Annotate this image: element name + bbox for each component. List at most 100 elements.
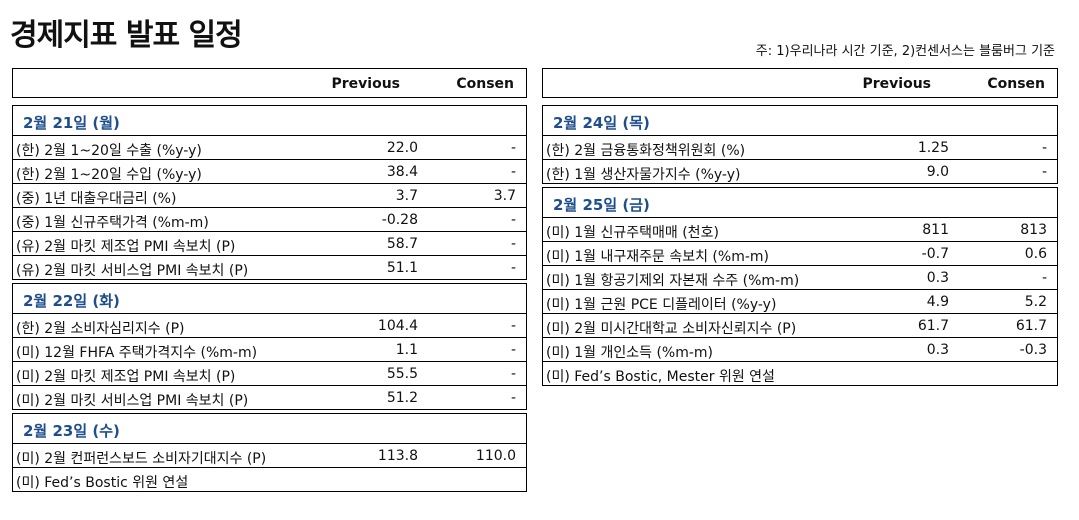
column-header: Previous Consen xyxy=(542,68,1058,98)
day-section: 2월 24일 (목) (한) 2월 금융통화정책위원회 (%) 1.25- (한) 1… xyxy=(542,105,1058,184)
indicator-label: (한) 2월 1~20일 수출 (%y-y) xyxy=(16,143,202,159)
indicator-row: (중) 1년 대출우대금리 (%) 3.7 3.7 xyxy=(13,184,526,208)
consensus-value: 3.7 xyxy=(493,188,516,204)
previous-value: 51.2 xyxy=(386,390,418,406)
previous-value: 55.5 xyxy=(386,366,418,382)
indicator-label: (미) 1월 근원 PCE 디플레이터 (%y-y) xyxy=(546,297,777,313)
consensus-value: - xyxy=(510,236,516,252)
day-date: 2월 21일 (월) xyxy=(13,106,526,136)
indicator-label: (미) 2월 마킷 제조업 PMI 속보치 (P) xyxy=(16,369,236,385)
indicator-row: (미) 2월 마킷 서비스업 PMI 속보치 (P) 51.2 - xyxy=(13,386,526,410)
previous-value: 4.9 xyxy=(926,294,949,310)
previous-value: 0.3 xyxy=(926,270,949,286)
indicator-row: (한) 2월 금융통화정책위원회 (%) 1.25 - xyxy=(543,136,1057,160)
consensus-value: - xyxy=(510,212,516,228)
consensus-value: 61.7 xyxy=(1015,318,1047,334)
previous-value: -0.28 xyxy=(381,212,418,228)
indicator-row: (미) 1월 신규주택매매 (천호) 811 813 xyxy=(543,218,1057,242)
consensus-value: - xyxy=(510,390,516,406)
consensus-value: - xyxy=(510,318,516,334)
indicator-row: (한) 2월 소비자심리지수 (P) 104.4 - xyxy=(13,314,526,338)
day-date: 2월 23일 (수) xyxy=(13,414,526,444)
indicator-label: (미) 2월 미시간대학교 소비자신뢰지수 (P) xyxy=(546,321,797,337)
indicator-label: (미) 1월 신규주택매매 (천호) xyxy=(546,225,719,241)
previous-value: -0.7 xyxy=(921,246,949,262)
indicator-row: (미) 1월 근원 PCE 디플레이터 (%y-y) 4.9 5.2 xyxy=(543,290,1057,314)
indicator-label: (한) 1월 생산자물가지수 (%y-y) xyxy=(546,167,741,183)
previous-value: 38.4 xyxy=(386,164,418,180)
indicator-label: (미) Fed’s Bostic 위원 연설 xyxy=(16,475,189,491)
consensus-value: 813 xyxy=(1020,222,1047,238)
right-schedule: Previous Consen 2월 24일 (목) (한) 2월 금융통화정책위… xyxy=(542,68,1058,389)
day-date: 2월 22일 (화) xyxy=(13,284,526,314)
consensus-value: - xyxy=(510,366,516,382)
previous-value: 1.1 xyxy=(395,342,418,358)
indicator-row: (미) 2월 컨퍼런스보드 소비자기대지수 (P) 113.8 110.0 xyxy=(13,444,526,468)
previous-value: 58.7 xyxy=(386,236,418,252)
day-list: 2월 24일 (목) (한) 2월 금융통화정책위원회 (%) 1.25- (한) 1… xyxy=(542,105,1058,386)
day-section: 2월 23일 (수) (미) 2월 컨퍼런스보드 소비자기대지수 (P) 113.8… xyxy=(12,413,527,492)
consensus-value: 0.6 xyxy=(1024,246,1047,262)
indicator-label: (유) 2월 마킷 서비스업 PMI 속보치 (P) xyxy=(16,263,249,279)
indicator-label: (한) 2월 1~20일 수입 (%y-y) xyxy=(16,167,202,183)
indicator-row: (중) 1월 신규주택가격 (%m-m) -0.28 - xyxy=(13,208,526,232)
consensus-value: - xyxy=(510,342,516,358)
previous-value: 1.25 xyxy=(917,140,949,156)
consensus-value: - xyxy=(510,140,516,156)
consensus-value: 5.2 xyxy=(1024,294,1047,310)
indicator-row: (미) 1월 항공기제외 자본재 수주 (%m-m) 0.3 - xyxy=(543,266,1057,290)
indicator-label: (미) 1월 항공기제외 자본재 수주 (%m-m) xyxy=(546,273,800,289)
indicator-label: (미) 1월 내구재주문 속보치 (%m-m) xyxy=(546,249,769,265)
header-consensus: Consen xyxy=(987,76,1045,92)
indicator-label: (유) 2월 마킷 제조업 PMI 속보치 (P) xyxy=(16,239,236,255)
day-section: 2월 22일 (화) (한) 2월 소비자심리지수 (P) 104.4- (미) 12… xyxy=(12,283,527,410)
indicator-label: (미) 2월 마킷 서비스업 PMI 속보치 (P) xyxy=(16,393,249,409)
consensus-value: - xyxy=(1041,140,1047,156)
column-header: Previous Consen xyxy=(12,68,527,98)
consensus-value: 110.0 xyxy=(475,448,516,464)
indicator-row: (한) 2월 1~20일 수입 (%y-y) 38.4 - xyxy=(13,160,526,184)
footnote: 주: 1)우리나라 시간 기준, 2)컨센서스는 블룸버그 기준 xyxy=(755,44,1055,59)
indicator-row: (미) Fed’s Bostic 위원 연설 xyxy=(13,468,526,492)
previous-value: 104.4 xyxy=(377,318,418,334)
consensus-value: - xyxy=(1041,164,1047,180)
consensus-value: -0.3 xyxy=(1019,342,1047,358)
indicator-label: (미) 1월 개인소득 (%m-m) xyxy=(546,345,714,361)
day-date: 2월 25일 (금) xyxy=(543,188,1057,218)
previous-value: 61.7 xyxy=(917,318,949,334)
page-title: 경제지표 발표 일정 xyxy=(10,18,243,53)
indicator-label: (미) Fed’s Bostic, Mester 위원 연설 xyxy=(546,369,775,385)
indicator-label: (한) 2월 소비자심리지수 (P) xyxy=(16,321,185,337)
day-section: 2월 25일 (금) (미) 1월 신규주택매매 (천호) 811 813 (미) 1월… xyxy=(542,187,1058,386)
previous-value: 51.1 xyxy=(386,260,418,276)
indicator-row: (미) 2월 미시간대학교 소비자신뢰지수 (P) 61.7 61.7 xyxy=(543,314,1057,338)
header-consensus: Consen xyxy=(456,76,514,92)
indicator-row: (유) 2월 마킷 제조업 PMI 속보치 (P) 58.7 - xyxy=(13,232,526,256)
left-schedule: Previous Consen 2월 21일 (월) (한) 2월 1~20일 수… xyxy=(12,68,527,495)
previous-value: 22.0 xyxy=(386,140,418,156)
indicator-row: (미) 12월 FHFA 주택가격지수 (%m-m) 1.1 - xyxy=(13,338,526,362)
indicator-row: (미) 1월 개인소득 (%m-m) 0.3 -0.3 xyxy=(543,338,1057,362)
indicator-row: (미) 1월 내구재주문 속보치 (%m-m) -0.7 0.6 xyxy=(543,242,1057,266)
indicator-label: (한) 2월 금융통화정책위원회 (%) xyxy=(546,143,746,159)
day-section: 2월 21일 (월) (한) 2월 1~20일 수출 (%y-y) 22.0- (한)… xyxy=(12,105,527,280)
consensus-value: - xyxy=(1041,270,1047,286)
previous-value: 9.0 xyxy=(926,164,949,180)
day-list: 2월 21일 (월) (한) 2월 1~20일 수출 (%y-y) 22.0- (한)… xyxy=(12,105,527,492)
previous-value: 113.8 xyxy=(377,448,418,464)
indicator-row: (한) 1월 생산자물가지수 (%y-y) 9.0 - xyxy=(543,160,1057,184)
indicator-label: (중) 1년 대출우대금리 (%) xyxy=(16,191,177,207)
header-previous: Previous xyxy=(331,76,400,92)
indicator-label: (미) 12월 FHFA 주택가격지수 (%m-m) xyxy=(16,345,258,361)
previous-value: 3.7 xyxy=(395,188,418,204)
consensus-value: - xyxy=(510,260,516,276)
previous-value: 0.3 xyxy=(926,342,949,358)
indicator-label: (중) 1월 신규주택가격 (%m-m) xyxy=(16,215,209,231)
indicator-row: (미) 2월 마킷 제조업 PMI 속보치 (P) 55.5 - xyxy=(13,362,526,386)
previous-value: 811 xyxy=(922,222,949,238)
indicator-row: (한) 2월 1~20일 수출 (%y-y) 22.0 - xyxy=(13,136,526,160)
consensus-value: - xyxy=(510,164,516,180)
header-previous: Previous xyxy=(862,76,931,92)
indicator-row: (유) 2월 마킷 서비스업 PMI 속보치 (P) 51.1 - xyxy=(13,256,526,280)
indicator-label: (미) 2월 컨퍼런스보드 소비자기대지수 (P) xyxy=(16,451,267,467)
